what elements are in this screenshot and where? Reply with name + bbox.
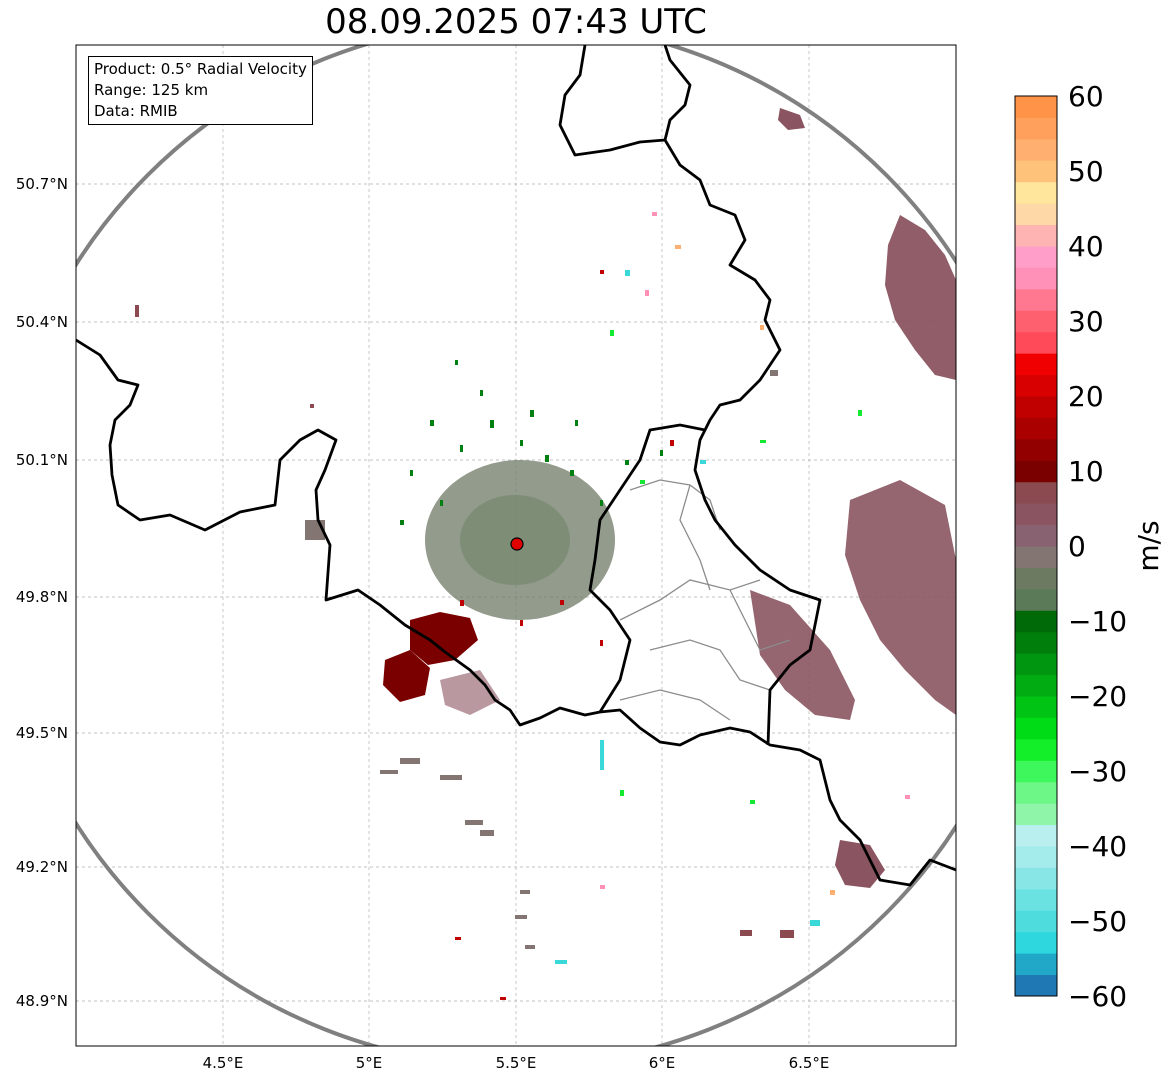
colorbar-segment xyxy=(1015,353,1057,376)
colorbar-segment xyxy=(1015,546,1057,568)
lat-tick: 49.2°N xyxy=(16,858,68,876)
colorbar-segment xyxy=(1015,438,1057,461)
colorbar-segment xyxy=(1015,96,1057,118)
colorbar-tick: 30 xyxy=(1068,305,1104,338)
colorbar-segment xyxy=(1015,331,1057,354)
radar-site-marker xyxy=(510,537,524,551)
colorbar-segment xyxy=(1015,588,1057,611)
colorbar-segment xyxy=(1015,396,1057,418)
echo-east-band xyxy=(885,215,956,380)
colorbar-segment xyxy=(1015,417,1057,440)
border-be-lu-de xyxy=(558,45,822,746)
colorbar-segment xyxy=(1015,717,1057,740)
border-fr-be xyxy=(76,338,956,887)
colorbar-segment xyxy=(1015,181,1057,204)
colorbar-tick: 10 xyxy=(1068,455,1104,488)
lat-tick: 50.4°N xyxy=(16,313,68,331)
colorbar-tick: −20 xyxy=(1068,680,1127,713)
lon-tick: 5.5°E xyxy=(496,1054,537,1072)
colorbar-segment xyxy=(1015,160,1057,183)
echo-sw-red-cell xyxy=(410,612,478,665)
admin-borders xyxy=(619,479,791,721)
border-ne xyxy=(663,45,692,141)
colorbar-segment xyxy=(1015,203,1057,226)
product-info-box: Product: 0.5° Radial Velocity Range: 125… xyxy=(88,56,313,125)
colorbar-segment xyxy=(1015,846,1057,868)
colorbar-tick: 0 xyxy=(1068,530,1086,563)
lat-tick: 48.9°N xyxy=(16,992,68,1010)
colorbar-segment xyxy=(1015,824,1057,847)
colorbar-segment xyxy=(1015,867,1057,890)
colorbar-tick: −10 xyxy=(1068,605,1127,638)
colorbar-tick: −50 xyxy=(1068,905,1127,938)
colorbar-segment xyxy=(1015,224,1057,247)
range-label: Range: 125 km xyxy=(94,81,209,99)
colorbar-segment xyxy=(1015,674,1057,697)
colorbar-tick: −30 xyxy=(1068,755,1127,788)
echo-se-cell xyxy=(835,840,885,888)
colorbar-segment xyxy=(1015,481,1057,504)
colorbar-segment xyxy=(1015,888,1057,911)
lon-tick: 5°E xyxy=(356,1054,383,1072)
colorbar-segment xyxy=(1015,310,1057,333)
colorbar-tick: −60 xyxy=(1068,980,1127,1013)
map-frame xyxy=(75,44,957,1047)
echo-sw-red-cell-2 xyxy=(383,650,430,702)
colorbar-segment xyxy=(1015,567,1057,590)
colorbar-tick: 50 xyxy=(1068,155,1104,188)
data-source-label: Data: RMIB xyxy=(94,102,178,120)
lat-tick: 49.5°N xyxy=(16,724,68,742)
country-borders xyxy=(76,45,956,887)
lon-tick: 6°E xyxy=(649,1054,676,1072)
colorbar-segment xyxy=(1015,910,1057,933)
colorbar xyxy=(1015,96,1057,997)
colorbar-label: m/s xyxy=(1132,520,1165,571)
colorbar-segment xyxy=(1015,974,1057,997)
echo-ne-cell xyxy=(778,108,805,130)
colorbar-tick: 60 xyxy=(1068,80,1104,113)
map-title: 08.09.2025 07:43 UTC xyxy=(325,2,707,42)
colorbar-segment xyxy=(1015,503,1057,526)
border-lu-fr xyxy=(588,423,706,713)
colorbar-frame xyxy=(1014,95,1058,997)
lat-tick: 50.7°N xyxy=(16,175,68,193)
lat-tick: 50.1°N xyxy=(16,451,68,469)
colorbar-segment xyxy=(1015,781,1057,804)
colorbar-tick: −40 xyxy=(1068,830,1127,863)
colorbar-segment xyxy=(1015,760,1057,783)
colorbar-segment xyxy=(1015,246,1057,268)
colorbar-segment xyxy=(1015,267,1057,290)
lat-tick: 49.8°N xyxy=(16,588,68,606)
colorbar-segment xyxy=(1015,374,1057,397)
lon-tick: 6.5°E xyxy=(789,1054,830,1072)
product-label: Product: 0.5° Radial Velocity xyxy=(94,60,307,78)
colorbar-segment xyxy=(1015,631,1057,654)
colorbar-tick: 40 xyxy=(1068,230,1104,263)
colorbar-segment xyxy=(1015,953,1057,976)
colorbar-segment xyxy=(1015,138,1057,161)
echo-sw-pink xyxy=(440,670,500,715)
colorbar-segment xyxy=(1015,696,1057,718)
colorbar-segment xyxy=(1015,460,1057,483)
colorbar-tick: 20 xyxy=(1068,380,1104,413)
colorbar-segment xyxy=(1015,117,1057,140)
colorbar-segment xyxy=(1015,803,1057,826)
lon-tick: 4.5°E xyxy=(203,1054,244,1072)
colorbar-segment xyxy=(1015,931,1057,954)
colorbar-segment xyxy=(1015,288,1057,311)
colorbar-segment xyxy=(1015,610,1057,633)
echo-east-band-2 xyxy=(845,480,956,715)
colorbar-segment xyxy=(1015,524,1057,547)
colorbar-segment xyxy=(1015,653,1057,676)
colorbar-segment xyxy=(1015,738,1057,761)
